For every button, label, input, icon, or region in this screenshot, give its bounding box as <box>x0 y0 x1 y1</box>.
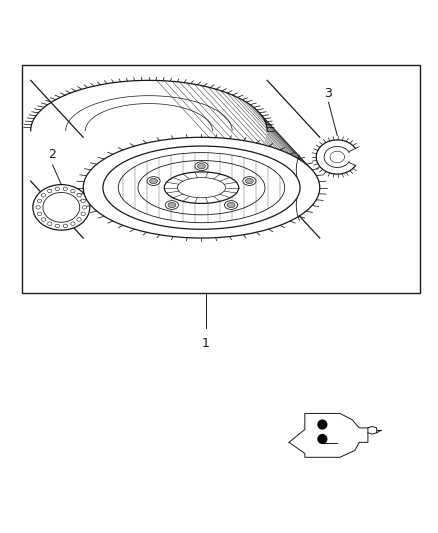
Ellipse shape <box>47 222 52 225</box>
Ellipse shape <box>41 217 46 221</box>
Ellipse shape <box>71 189 75 193</box>
Ellipse shape <box>198 164 205 169</box>
Ellipse shape <box>243 176 256 185</box>
Ellipse shape <box>147 176 160 185</box>
Ellipse shape <box>37 212 42 215</box>
Ellipse shape <box>71 222 75 225</box>
Ellipse shape <box>227 203 235 208</box>
Ellipse shape <box>165 200 178 209</box>
Ellipse shape <box>33 184 90 230</box>
Ellipse shape <box>177 177 226 198</box>
Ellipse shape <box>55 187 60 191</box>
Ellipse shape <box>168 203 176 208</box>
Ellipse shape <box>37 199 42 203</box>
Ellipse shape <box>150 179 158 184</box>
Circle shape <box>318 420 327 429</box>
Ellipse shape <box>81 199 85 203</box>
Ellipse shape <box>63 187 67 191</box>
Ellipse shape <box>164 172 239 204</box>
Circle shape <box>318 434 327 443</box>
Ellipse shape <box>138 160 265 215</box>
Ellipse shape <box>63 224 67 228</box>
Ellipse shape <box>48 189 52 193</box>
Ellipse shape <box>55 224 60 228</box>
Ellipse shape <box>103 146 300 229</box>
Ellipse shape <box>36 206 40 209</box>
Text: 2: 2 <box>49 148 57 161</box>
Ellipse shape <box>225 200 238 209</box>
Ellipse shape <box>82 206 87 209</box>
Ellipse shape <box>83 138 320 238</box>
Bar <box>22 65 420 293</box>
Ellipse shape <box>77 217 81 221</box>
Ellipse shape <box>245 179 253 184</box>
Ellipse shape <box>41 193 46 197</box>
Text: 1: 1 <box>202 336 210 350</box>
Ellipse shape <box>195 162 208 171</box>
Ellipse shape <box>77 193 81 197</box>
Ellipse shape <box>118 152 285 223</box>
Ellipse shape <box>43 192 80 222</box>
Ellipse shape <box>81 212 85 215</box>
Text: 3: 3 <box>325 87 332 100</box>
